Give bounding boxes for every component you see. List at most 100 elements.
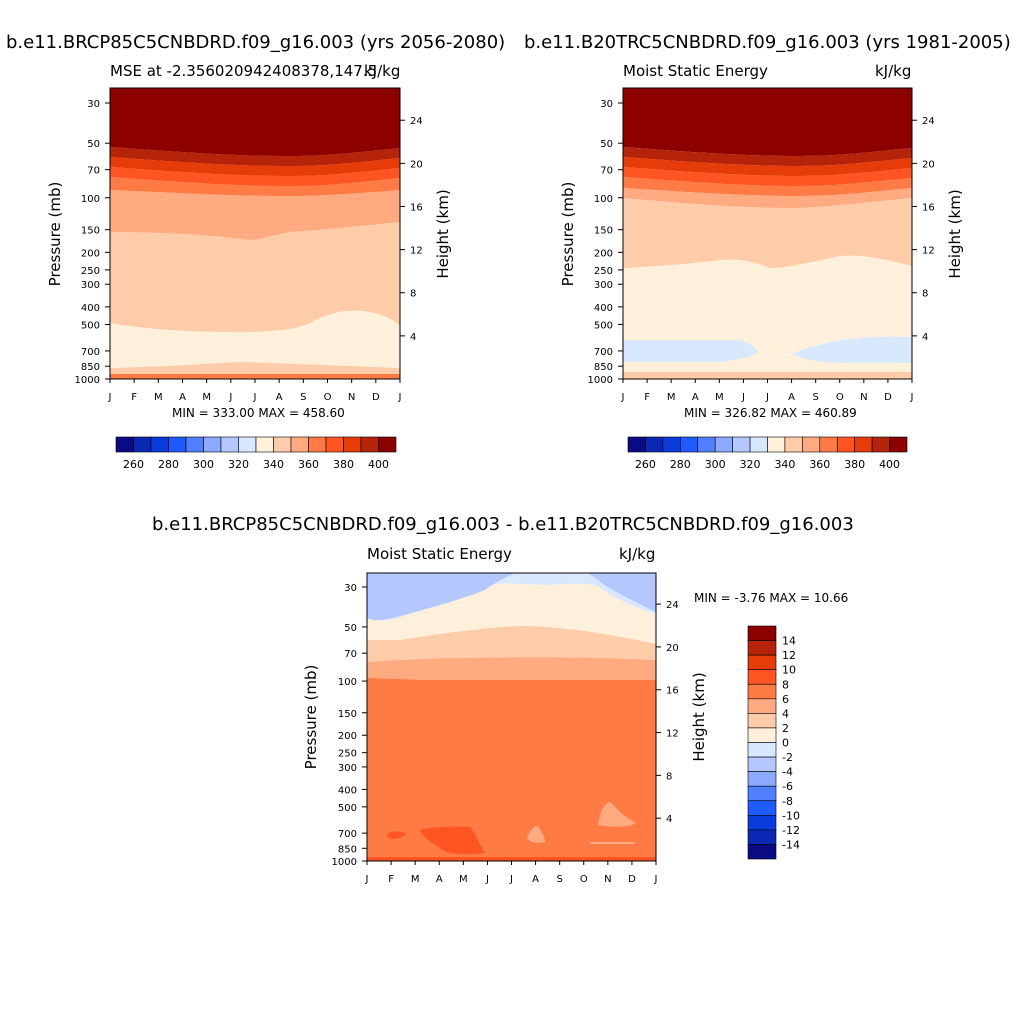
panel2-ylabel: Pressure (mb) xyxy=(559,181,577,287)
colorbar2-box xyxy=(767,436,786,453)
panel1-subtitle-right: kJ/kg xyxy=(364,62,401,80)
panel2-rtick-label: 8 xyxy=(922,289,928,300)
colorbar3-label: -6 xyxy=(782,780,793,793)
panel1-xtick-label: J xyxy=(108,392,112,403)
panel1-ylabel: Pressure (mb) xyxy=(46,181,64,287)
colorbar1-label: 340 xyxy=(263,458,284,471)
colorbar2-box xyxy=(732,436,751,453)
colorbar2-box xyxy=(627,436,646,453)
panel1-xtick-label: N xyxy=(348,392,355,403)
panel2-xtick-label: N xyxy=(860,392,867,403)
colorbar1-box xyxy=(168,436,187,453)
panel3-xtick-label: O xyxy=(580,874,588,885)
colorbar3-box xyxy=(747,742,777,758)
panel2-xtick-label: D xyxy=(884,392,892,403)
panel2-xtick-label: A xyxy=(692,392,699,403)
panel2-stats: MIN = 326.82 MAX = 460.89 xyxy=(684,406,857,420)
panel1-contours xyxy=(110,88,400,379)
panel1-ytick-label: 500 xyxy=(81,320,100,331)
colorbar3-box xyxy=(747,625,777,641)
panel3-xtick-label: J xyxy=(485,874,489,885)
colorbar3-box xyxy=(747,815,777,831)
colorbar3-label: 12 xyxy=(782,649,796,662)
panel1-rtick-label: 4 xyxy=(410,332,416,343)
panel1-title: b.e11.BRCP85C5CNBDRD.f09_g16.003 (yrs 20… xyxy=(6,32,506,53)
panel2-xtick-label: A xyxy=(788,392,795,403)
colorbar2-box xyxy=(697,436,716,453)
panel2-xtick-label: F xyxy=(644,392,650,403)
colorbar3-box xyxy=(747,829,777,845)
panel2-ytick-label: 500 xyxy=(594,320,613,331)
panel1-ytick-label: 100 xyxy=(81,194,100,205)
panel2-xtick-label: J xyxy=(765,392,769,403)
panel3-ytick-label: 700 xyxy=(338,829,357,840)
colorbar3-box xyxy=(747,713,777,729)
colorbar3-box xyxy=(747,669,777,685)
panel2-ytick-label: 150 xyxy=(594,226,613,237)
colorbar2-box xyxy=(680,436,699,453)
colorbar3-label: 4 xyxy=(782,707,789,720)
panel3-rtick-label: 20 xyxy=(666,643,679,654)
panel1-xtick-label: J xyxy=(253,392,257,403)
colorbar1-label: 280 xyxy=(158,458,179,471)
panel3-subtitle-left: Moist Static Energy xyxy=(367,545,512,563)
panel1-ytick-label: 400 xyxy=(81,303,100,314)
colorbar1-label: 360 xyxy=(298,458,319,471)
panel1-ytick-label: 70 xyxy=(87,166,100,177)
colorbar3-label: -12 xyxy=(782,824,800,837)
panel2-rtick-label: 24 xyxy=(922,116,935,127)
panel3-ytick-label: 1000 xyxy=(332,857,357,868)
panel1-xtick-label: D xyxy=(372,392,380,403)
colorbar1-box xyxy=(150,436,169,453)
panel3-rtick-label: 16 xyxy=(666,686,679,697)
panel3-ytick-label: 400 xyxy=(338,785,357,796)
colorbar2-box xyxy=(784,436,803,453)
colorbar3-label: -8 xyxy=(782,795,793,808)
panel3-ytick-label: 850 xyxy=(338,844,357,855)
colorbar2-box xyxy=(836,436,855,453)
panel2-rtick-label: 16 xyxy=(922,202,935,213)
panel3-xtick-label: D xyxy=(628,874,636,885)
colorbar3-label: 14 xyxy=(782,635,796,648)
panel1-rtick-label: 8 xyxy=(410,289,416,300)
panel2-xtick-label: J xyxy=(621,392,625,403)
panel1-xtick-label: J xyxy=(228,392,232,403)
panel1-ytick-label: 850 xyxy=(81,362,100,373)
panel2-ytick-label: 400 xyxy=(594,303,613,314)
colorbar3-box xyxy=(747,683,777,700)
colorbar2-label: 360 xyxy=(809,458,830,471)
colorbar3-box xyxy=(747,785,777,802)
colorbar2-label: 260 xyxy=(635,458,656,471)
panel1-ytick-label: 30 xyxy=(87,99,100,110)
colorbar1-label: 400 xyxy=(368,458,389,471)
panel2-contours xyxy=(623,88,912,379)
panel3-ytick-label: 250 xyxy=(338,749,357,760)
panel3-xtick-label: N xyxy=(604,874,611,885)
colorbar1-box xyxy=(290,436,309,453)
panel1-xtick-label: J xyxy=(398,392,402,403)
colorbar2-label: 340 xyxy=(774,458,795,471)
panel1-xtick-label: F xyxy=(131,392,137,403)
panel1-ytick-label: 50 xyxy=(87,139,100,150)
colorbar3-label: -14 xyxy=(782,838,800,851)
colorbar3-box xyxy=(747,727,777,743)
axis-ticks: J F M A M J J A S O N D J305070100150200250300400500… xyxy=(75,99,935,885)
colorbar2-box xyxy=(871,436,890,453)
colorbar2-box xyxy=(749,436,768,453)
colorbar1-box xyxy=(238,436,257,453)
panel1-xtick-label: A xyxy=(276,392,283,403)
panel1-subtitle-left: MSE at -2.356020942408378,147.5 xyxy=(110,62,378,80)
panel1-xtick-label: O xyxy=(324,392,332,403)
colorbar2-box xyxy=(889,436,908,453)
colorbar3-label: 0 xyxy=(782,737,789,750)
colorbar2-box xyxy=(645,436,664,453)
panel2-ytick-label: 250 xyxy=(594,266,613,277)
panel2-ytick-label: 700 xyxy=(594,347,613,358)
panel2-xtick-label: O xyxy=(836,392,844,403)
panel3-xtick-label: J xyxy=(654,874,658,885)
colorbar1-box xyxy=(133,436,152,453)
colorbar3-label: 2 xyxy=(782,722,789,735)
panel1-ytick-label: 300 xyxy=(81,280,100,291)
panel1-rtick-label: 20 xyxy=(410,159,423,170)
colorbar3-label: 8 xyxy=(782,678,789,691)
